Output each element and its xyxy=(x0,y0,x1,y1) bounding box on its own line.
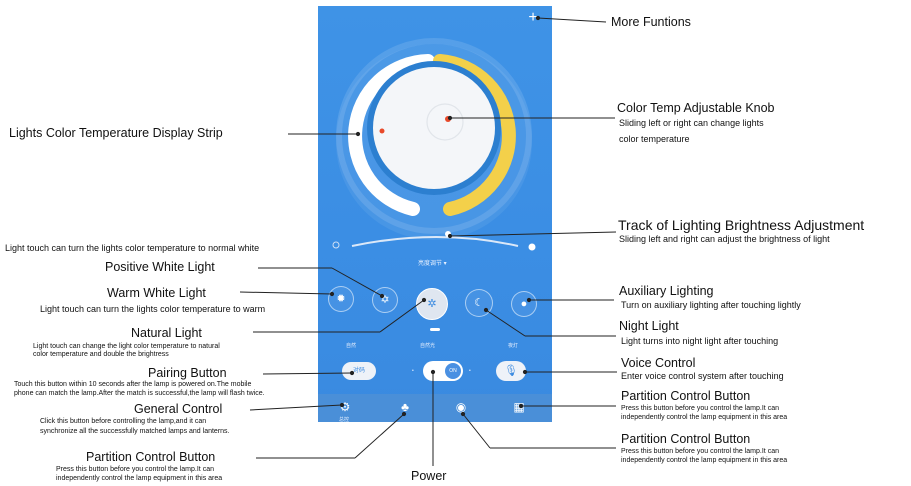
voice-title: Voice Control xyxy=(621,356,696,370)
warm-white-button[interactable]: ✹ xyxy=(328,286,354,312)
knob-desc-2: color temperature xyxy=(619,134,690,144)
brightness-track-label: 亮度调节 ▾ xyxy=(418,261,447,267)
pairing-button[interactable]: 对码 xyxy=(342,362,376,380)
partition-left-desc-2: independently control the lamp equipment… xyxy=(56,475,223,482)
partition-control-icon-2[interactable]: ◉ xyxy=(455,400,467,414)
knob-title: Color Temp Adjustable Knob xyxy=(617,101,775,115)
general-control-label: 总控 xyxy=(339,417,350,422)
pairing-button-label: 对码 xyxy=(352,368,365,374)
partition-right2-desc-1: Press this button before you control the… xyxy=(621,448,779,455)
positive-white-title: Positive White Light xyxy=(105,260,215,274)
track-title: Track of Lighting Brightness Adjustment xyxy=(618,217,865,233)
color-temp-display-strip xyxy=(348,54,435,216)
power-right-dot: • xyxy=(469,368,471,374)
general-desc-1: Click this button before controlling the… xyxy=(40,418,207,425)
partition-control-icon-3[interactable]: ▦ xyxy=(513,400,525,414)
color-temp-knob-graphic xyxy=(332,38,536,331)
partition-right2-desc-2: independently control the lamp equipment… xyxy=(621,457,788,464)
mode-label-right: 夜灯 xyxy=(508,343,519,349)
natural-title: Natural Light xyxy=(131,326,202,340)
auxiliary-desc: Turn on auxiliary lighting after touchin… xyxy=(621,300,801,310)
partition-right1-title: Partition Control Button xyxy=(621,389,751,403)
natural-desc-2: color temperature and double the brightr… xyxy=(33,351,169,358)
night-desc: Light turns into night light after touch… xyxy=(621,336,779,346)
color-temp-knob xyxy=(367,61,501,195)
knob-desc-1: Sliding left or right can change lights xyxy=(619,118,764,128)
general-control-icon[interactable]: ⚙ xyxy=(339,400,351,414)
partition-left-desc-1: Press this button before you control the… xyxy=(56,466,214,473)
partition-right1-desc-2: independently control the lamp equipment… xyxy=(621,414,788,421)
voice-desc: Enter voice control system after touchin… xyxy=(621,371,784,381)
natural-light-button[interactable]: ✲ xyxy=(416,288,448,320)
warm-white-title: Warm White Light xyxy=(107,286,206,300)
general-title: General Control xyxy=(134,402,223,416)
partition-control-icon-1[interactable]: ♣ xyxy=(401,400,409,414)
pairing-desc-1: Touch this button within 10 seconds afte… xyxy=(14,381,252,388)
warm-white-desc: Light touch can turn the lights color te… xyxy=(40,304,266,314)
color-temp-display-strip-warm xyxy=(433,54,516,216)
voice-control-button[interactable]: 🎙 xyxy=(496,361,526,381)
knob-position-marker xyxy=(379,128,385,134)
auxiliary-lighting-button[interactable]: ● xyxy=(511,291,537,317)
display-strip-title: Lights Color Temperature Display Strip xyxy=(9,126,223,140)
more-functions-title: More Funtions xyxy=(611,15,691,29)
power-left-dot: • xyxy=(412,368,414,374)
pairing-desc-2: phone can match the lamp.After the match… xyxy=(14,390,265,397)
night-title: Night Light xyxy=(619,319,679,333)
normal-white-note: Light touch can turn the lights color te… xyxy=(5,243,260,253)
more-functions-plus-icon[interactable]: + xyxy=(528,9,538,26)
mode-label-left: 自然 xyxy=(346,343,357,349)
power-title: Power xyxy=(411,469,447,483)
partition-right1-desc-1: Press this button before you control the… xyxy=(621,405,779,412)
partition-left-title: Partition Control Button xyxy=(86,450,216,464)
general-desc-2: synchronize all the successfully matched… xyxy=(40,428,230,435)
bottom-tab-bar: ⚙ 总控 ♣ ◉ ▦ xyxy=(318,394,552,422)
night-light-button[interactable]: ☾ xyxy=(465,289,493,317)
pairing-title: Pairing Button xyxy=(148,366,227,380)
track-desc: Sliding left and right can adjust the br… xyxy=(619,234,830,244)
natural-desc-1: Light touch can change the light color t… xyxy=(33,343,220,350)
power-toggle-knob: ON xyxy=(445,363,461,379)
auxiliary-title: Auxiliary Lighting xyxy=(619,284,714,298)
positive-white-button[interactable]: ✡ xyxy=(372,287,398,313)
brightness-track xyxy=(351,236,519,247)
mode-label-center: 自然光 xyxy=(420,343,436,349)
partition-right2-title: Partition Control Button xyxy=(621,432,751,446)
app-screen: + 亮度调节 ▾ ✹ ✡ ✲ ☾ ● 自然 自然光 夜灯 对码 • ON • 🎙 xyxy=(318,6,552,422)
